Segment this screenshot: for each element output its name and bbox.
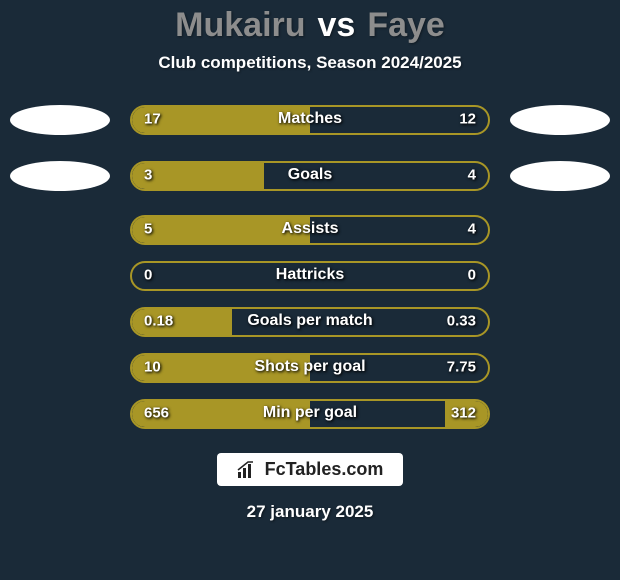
stat-row: 5 Assists 4 <box>0 215 620 245</box>
stat-value-right: 7.75 <box>447 359 476 376</box>
stat-label: Shots per goal <box>254 358 365 376</box>
stat-value-left: 656 <box>144 405 169 422</box>
stat-bar: 0.18 Goals per match 0.33 <box>130 307 490 337</box>
stat-bar: 17 Matches 12 <box>130 105 490 135</box>
stat-value-right: 4 <box>468 221 476 238</box>
stat-row: 10 Shots per goal 7.75 <box>0 353 620 383</box>
team-b-logo <box>510 105 610 135</box>
stat-row: 0.18 Goals per match 0.33 <box>0 307 620 337</box>
team-b-logo-slot <box>510 103 610 137</box>
comparison-card: Mukairu vs Faye Club competitions, Seaso… <box>0 0 620 580</box>
stat-value-right: 12 <box>459 111 476 128</box>
stat-row: 656 Min per goal 312 <box>0 399 620 429</box>
team-a-logo-slot <box>10 103 110 137</box>
team-a-logo-slot <box>10 159 110 193</box>
stat-value-right: 4 <box>468 167 476 184</box>
stat-value-left: 0.18 <box>144 313 173 330</box>
stat-label: Hattricks <box>276 266 344 284</box>
vs-text: vs <box>318 6 356 45</box>
brand-text: FcTables.com <box>265 459 384 480</box>
stat-value-left: 10 <box>144 359 161 376</box>
stat-row: 0 Hattricks 0 <box>0 261 620 291</box>
stat-value-left: 17 <box>144 111 161 128</box>
chart-icon <box>237 461 259 479</box>
stat-bar: 10 Shots per goal 7.75 <box>130 353 490 383</box>
stats-block: 17 Matches 12 3 Goals 4 5 Assists 4 0 Hattricks 0 0.… <box>0 103 620 445</box>
player-b-name: Faye <box>367 6 445 45</box>
stat-value-right: 312 <box>451 405 476 422</box>
stat-value-right: 0 <box>468 267 476 284</box>
team-a-logo <box>10 105 110 135</box>
title-row: Mukairu vs Faye <box>175 6 445 45</box>
stat-label: Matches <box>278 110 342 128</box>
stat-value-left: 5 <box>144 221 152 238</box>
player-a-name: Mukairu <box>175 6 305 45</box>
stat-label: Assists <box>282 220 339 238</box>
team-a-logo <box>10 161 110 191</box>
stat-label: Min per goal <box>263 404 357 422</box>
stat-row: 17 Matches 12 <box>0 103 620 137</box>
stat-label: Goals per match <box>247 312 372 330</box>
stat-bar: 0 Hattricks 0 <box>130 261 490 291</box>
team-b-logo-slot <box>510 159 610 193</box>
stat-bar: 656 Min per goal 312 <box>130 399 490 429</box>
stat-value-right: 0.33 <box>447 313 476 330</box>
stat-row: 3 Goals 4 <box>0 159 620 193</box>
stat-label: Goals <box>288 166 332 184</box>
date-line: 27 january 2025 <box>247 502 374 522</box>
stat-bar: 5 Assists 4 <box>130 215 490 245</box>
stat-value-left: 0 <box>144 267 152 284</box>
team-b-logo <box>510 161 610 191</box>
subtitle: Club competitions, Season 2024/2025 <box>158 53 461 73</box>
stat-value-left: 3 <box>144 167 152 184</box>
brand-badge: FcTables.com <box>217 453 404 486</box>
stat-bar: 3 Goals 4 <box>130 161 490 191</box>
